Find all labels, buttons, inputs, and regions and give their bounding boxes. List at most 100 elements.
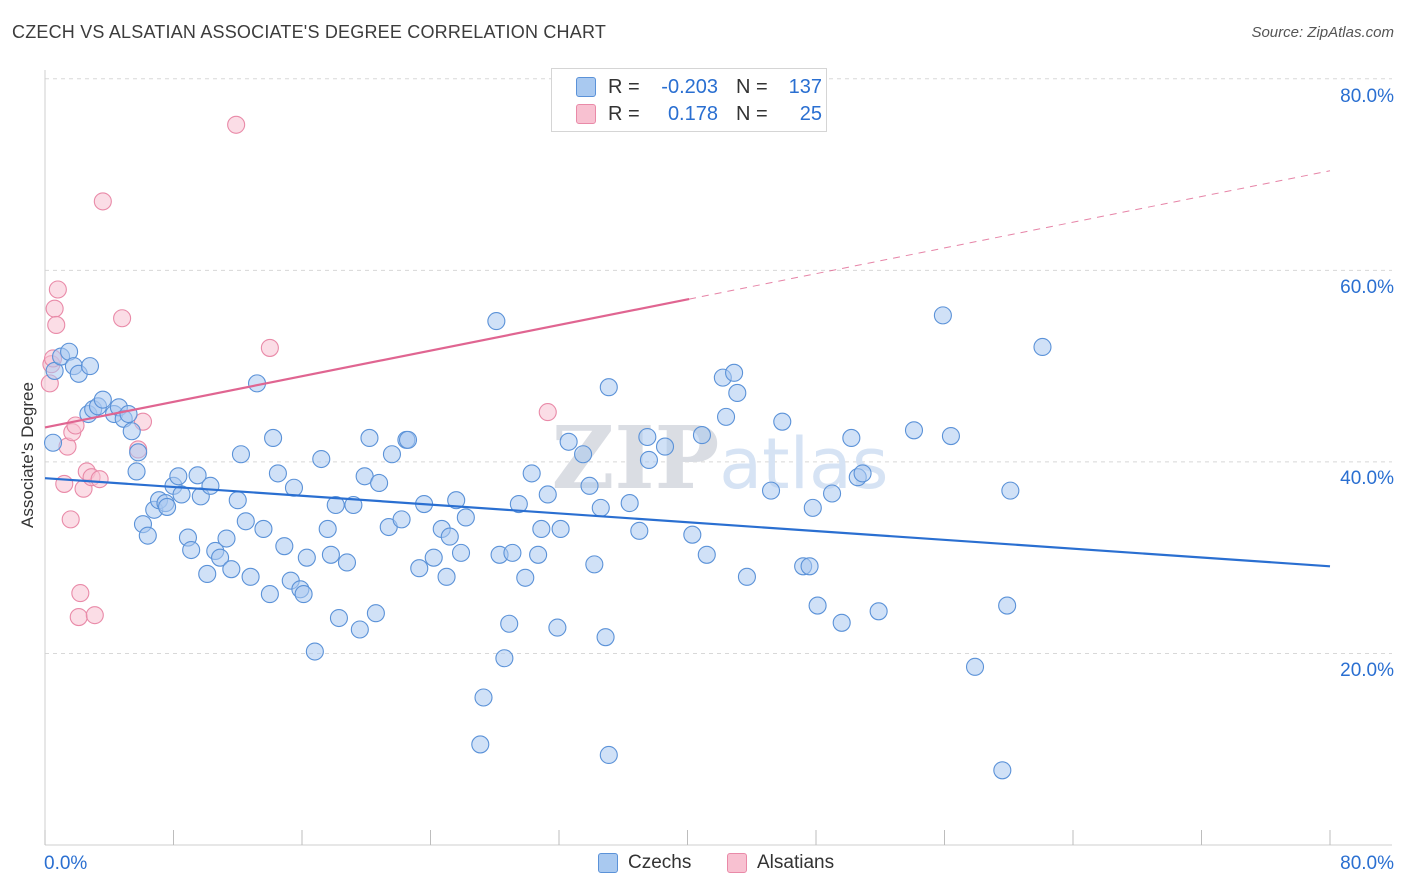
czech-point — [503, 543, 522, 562]
y-tick-label: 80.0% — [1340, 86, 1394, 107]
r-value: -0.203 — [661, 75, 718, 98]
czech-point — [630, 521, 649, 540]
czech-point — [437, 567, 456, 586]
czech-point — [487, 312, 506, 331]
czech-point — [80, 357, 100, 376]
czech-swatch-icon — [576, 77, 596, 97]
czech-point — [509, 494, 528, 514]
czech-point — [638, 427, 657, 447]
czech-point — [853, 464, 872, 483]
czech-point — [211, 548, 230, 567]
czech-point — [869, 602, 888, 621]
n-value: 25 — [799, 102, 822, 125]
czech-point — [737, 567, 756, 586]
czech-point — [655, 437, 675, 456]
czech-point — [318, 519, 337, 538]
czech-point — [800, 557, 819, 576]
alsatian-point — [48, 280, 67, 299]
alsatian-trend-extension — [689, 170, 1331, 300]
czech-point — [842, 428, 861, 448]
czech-point — [424, 548, 443, 567]
czech-point — [260, 585, 279, 604]
y-axis-label: Associate's Degree — [18, 382, 37, 528]
n-value: 137 — [788, 75, 822, 98]
x-tick-label-max: 80.0% — [1340, 853, 1394, 874]
czech-point — [329, 608, 348, 628]
legend-item-czechs[interactable]: Czechs — [598, 852, 691, 874]
legend-row-czechs: R = -0.203 N = 137 — [576, 73, 822, 101]
czech-point — [188, 466, 207, 485]
legend-label-alsatians: Alsatians — [757, 852, 835, 873]
czech-point — [182, 540, 201, 560]
czech-point — [773, 412, 792, 431]
alsatian-point — [93, 192, 112, 211]
czech-point — [832, 613, 851, 632]
alsatian-point — [85, 606, 104, 625]
correlation-legend: R = -0.203 N = 137 R = 0.178 N = 25 — [551, 68, 827, 132]
czech-point — [410, 559, 429, 578]
czech-point — [500, 614, 519, 633]
czech-point — [297, 548, 316, 567]
czech-point — [43, 433, 63, 452]
czech-point — [122, 422, 141, 441]
czech-point — [447, 491, 466, 510]
czech-point — [548, 618, 567, 637]
alsatian-point — [71, 584, 90, 603]
y-tick-label: 60.0% — [1340, 277, 1394, 298]
czech-point — [904, 421, 924, 440]
alsatian-point — [538, 403, 557, 422]
czech-point — [119, 404, 138, 424]
czech-point — [312, 449, 331, 469]
czech-point — [823, 484, 842, 503]
czech-point — [591, 498, 610, 517]
czech-point — [294, 585, 313, 604]
czech-point — [138, 526, 157, 545]
czech-point — [620, 494, 639, 513]
czech-point — [268, 464, 287, 483]
czech-point — [127, 462, 146, 481]
czech-point — [158, 497, 177, 516]
czech-point — [599, 378, 618, 397]
czech-point — [697, 545, 716, 564]
czech-point — [580, 476, 599, 495]
czech-point — [516, 568, 535, 587]
czech-point — [1001, 481, 1020, 500]
czech-point — [599, 745, 618, 765]
czech-point — [585, 555, 604, 574]
czech-point — [716, 407, 736, 426]
czech-point — [326, 495, 345, 515]
czech-point — [692, 426, 712, 445]
r-label: R = — [608, 102, 640, 125]
czech-point — [998, 596, 1017, 615]
czech-point — [596, 628, 615, 647]
czech-point — [471, 735, 490, 754]
alsatian-point — [55, 474, 74, 493]
czech-point — [522, 464, 541, 483]
czech-point — [808, 596, 827, 615]
czech-point — [264, 428, 283, 448]
czech-point — [344, 495, 363, 515]
x-tick-label-min: 0.0% — [44, 853, 88, 874]
czech-point — [725, 363, 744, 382]
czech-point — [305, 642, 324, 661]
trend-layer — [44, 170, 1331, 568]
czech-point — [933, 306, 952, 325]
grid-layer — [45, 78, 1392, 654]
alsatian-point — [260, 338, 279, 357]
r-value: 0.178 — [667, 102, 718, 125]
czech-point — [728, 383, 747, 402]
alsatian-point — [69, 608, 88, 627]
czech-point — [392, 510, 411, 529]
czech-point — [398, 430, 418, 449]
czech-point — [803, 498, 822, 517]
chart-title: CZECH VS ALSATIAN ASSOCIATE'S DEGREE COR… — [12, 22, 607, 42]
czech-trend-line — [44, 477, 1331, 568]
czech-point — [321, 545, 340, 564]
source-label: Source: ZipAtlas.com — [1251, 24, 1394, 41]
czech-points — [43, 306, 1052, 780]
alsatian-trend-line — [44, 298, 690, 429]
czech-point — [217, 529, 236, 548]
czech-point — [360, 428, 379, 448]
legend-item-alsatians[interactable]: Alsatians — [727, 852, 834, 874]
